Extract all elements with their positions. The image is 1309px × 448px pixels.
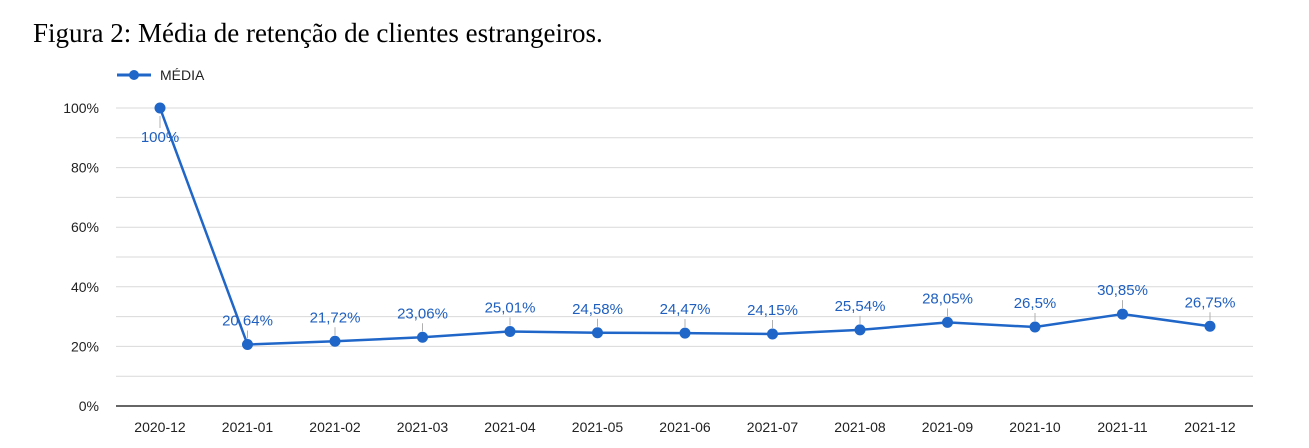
legend: MÉDIA xyxy=(117,67,205,83)
data-point xyxy=(329,335,341,347)
data-label: 24,58% xyxy=(572,301,623,318)
data-label: 26,75% xyxy=(1185,294,1236,311)
x-tick-label: 2020-12 xyxy=(134,419,186,435)
x-tick-label: 2021-11 xyxy=(1097,419,1148,435)
data-label: 21,72% xyxy=(310,309,361,326)
x-tick-label: 2021-05 xyxy=(572,419,624,435)
legend-dot-marker xyxy=(129,70,139,80)
x-tick-label: 2021-07 xyxy=(747,419,799,435)
data-labels: 100% 20,64% 21,72% 23,06% 25,01% 24,58% 24,47%… xyxy=(141,116,1236,339)
x-tick-label: 2021-10 xyxy=(1009,419,1061,435)
data-label: 25,54% xyxy=(835,298,886,315)
data-point xyxy=(154,102,166,114)
x-tick-label: 2021-12 xyxy=(1184,419,1236,435)
x-tick-label: 2021-06 xyxy=(659,419,711,435)
x-tick-label: 2021-08 xyxy=(834,419,886,435)
data-point xyxy=(767,328,778,340)
y-tick-label: 0% xyxy=(79,398,99,414)
data-point xyxy=(242,338,253,350)
figure-caption: Figura 2: Média de retenção de clientes … xyxy=(33,18,603,48)
x-tick-label: 2021-01 xyxy=(222,419,274,435)
data-label: 28,05% xyxy=(922,290,973,307)
data-point xyxy=(942,316,953,328)
series-line-layer xyxy=(154,102,1216,350)
data-point xyxy=(1117,308,1128,320)
x-tick-label: 2021-09 xyxy=(922,419,974,435)
y-tick-label: 100% xyxy=(63,100,99,116)
data-label: 23,06% xyxy=(397,305,448,322)
y-tick-label: 40% xyxy=(71,279,99,295)
data-label: 20,64% xyxy=(222,312,273,329)
data-label: 30,85% xyxy=(1097,282,1148,299)
x-tick-label: 2021-02 xyxy=(309,419,361,435)
y-tick-label: 80% xyxy=(71,160,99,176)
axes: 0% 20% 40% 60% 80% 100% 2020-12 2021-01 2021-02 2… xyxy=(63,100,1253,435)
y-tick-label: 60% xyxy=(71,219,99,235)
data-label: 26,5% xyxy=(1014,295,1057,312)
data-label: 25,01% xyxy=(485,299,536,316)
grid-lines xyxy=(116,107,1253,377)
data-label: 100% xyxy=(141,129,179,146)
x-tick-label: 2021-03 xyxy=(397,419,449,435)
legend-label-media: MÉDIA xyxy=(160,67,205,83)
data-label: 24,15% xyxy=(747,302,798,319)
data-label: 24,47% xyxy=(660,301,711,318)
data-point xyxy=(417,331,428,343)
data-point xyxy=(1029,321,1041,333)
data-point xyxy=(854,324,866,336)
data-point xyxy=(592,327,603,339)
data-point xyxy=(1204,320,1216,332)
x-tick-label: 2021-04 xyxy=(484,419,536,435)
data-point xyxy=(504,325,516,337)
data-point xyxy=(679,327,691,339)
y-tick-label: 20% xyxy=(71,338,99,354)
